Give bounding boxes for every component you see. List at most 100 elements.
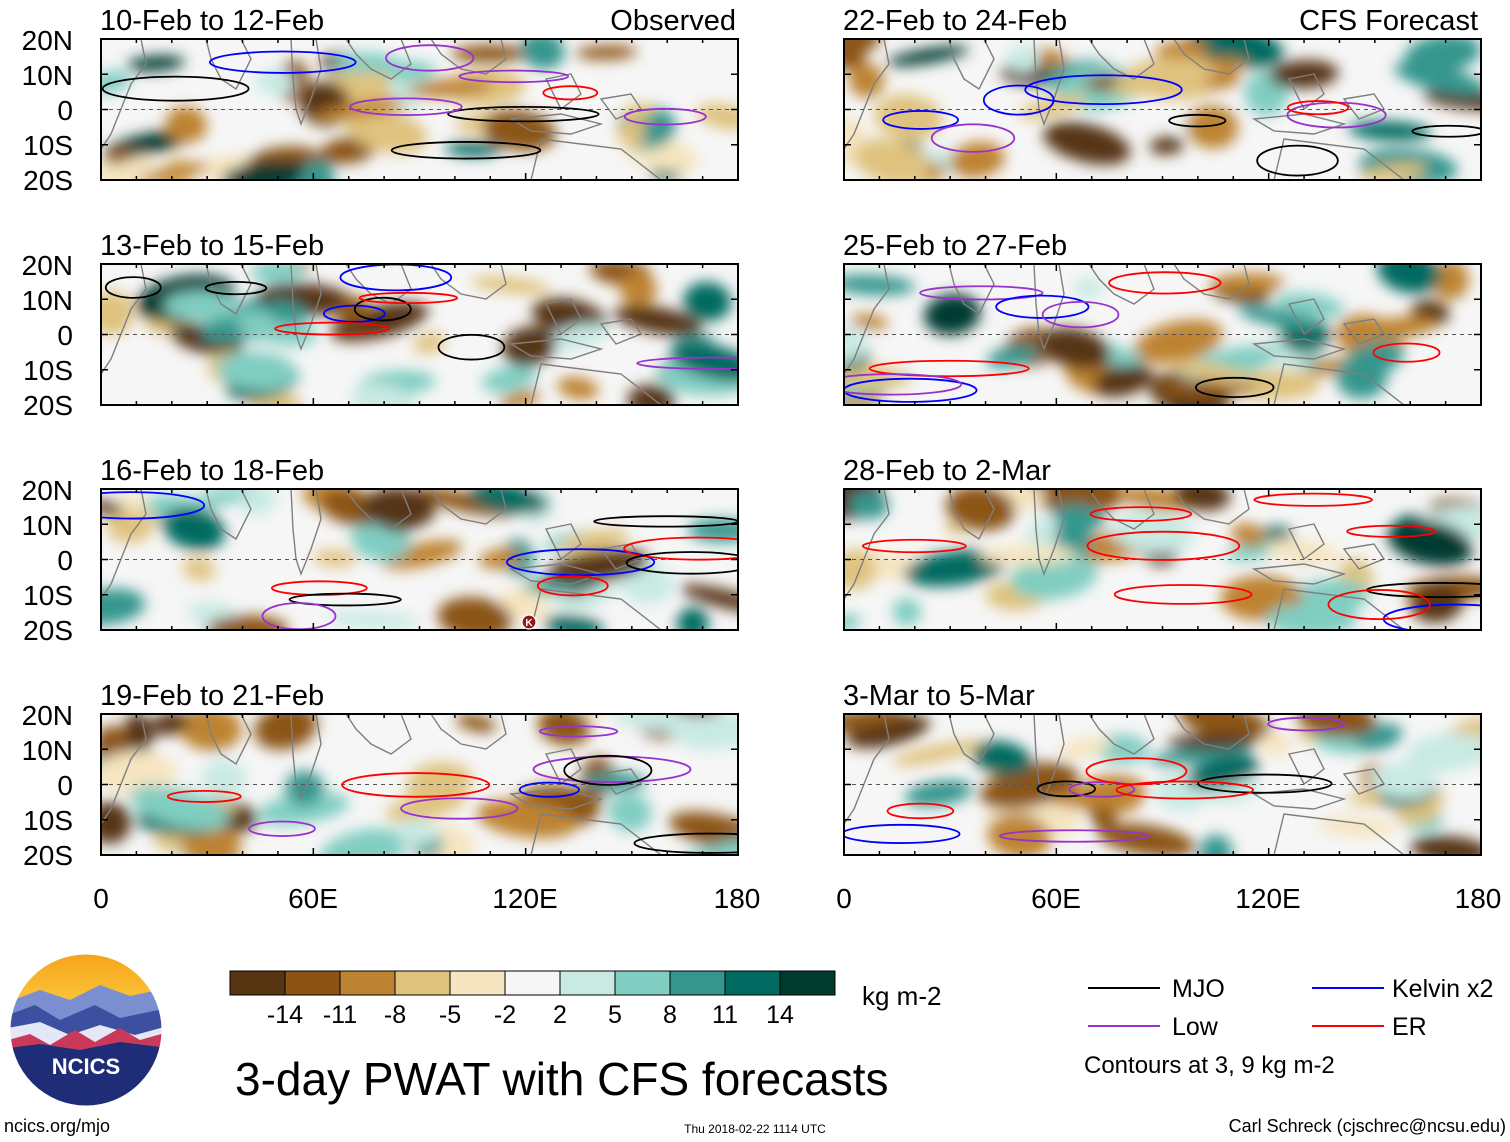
pwat-anomaly-blob: [848, 490, 889, 520]
map-panel: [100, 263, 739, 406]
coastline: [530, 363, 663, 405]
wave-contour: [1327, 589, 1431, 621]
wave-contour: [563, 754, 653, 786]
colorbar-tick-label: 14: [766, 1001, 794, 1029]
coastline: [345, 714, 412, 755]
colorbar-unit: kg m-2: [862, 981, 941, 1011]
storm-marker: K: [521, 614, 537, 630]
panel-date-title: 3-Mar to 5-Mar: [843, 680, 1035, 712]
pwat-anomaly-blob: [129, 785, 229, 831]
pwat-anomaly-blob: [575, 45, 638, 60]
colorbar-swatch: [229, 970, 286, 996]
colorbar-swatch: [669, 970, 726, 996]
pwat-anomaly-blob: [456, 714, 497, 733]
coastline: [290, 264, 322, 352]
pwat-anomaly-blob: [413, 489, 514, 517]
pwat-anomaly-blob: [344, 108, 428, 154]
coastline: [430, 489, 507, 525]
pwat-anomaly-blob: [1024, 489, 1124, 514]
pwat-anomaly-blob: [1093, 363, 1153, 398]
pwat-anomaly-blob: [497, 588, 549, 622]
map-panel: [843, 38, 1482, 181]
pwat-anomaly-blob: [520, 39, 565, 70]
pwat-anomaly-blob: [1405, 732, 1481, 772]
coastline: [844, 39, 890, 151]
pwat-anomaly-blob: [162, 507, 226, 551]
wave-contour: [1256, 144, 1339, 177]
lon-label: 120E: [492, 883, 557, 914]
coastline: [1251, 788, 1347, 810]
wave-contour: [1411, 124, 1481, 138]
coastline: [1251, 563, 1347, 585]
colorbar-tick-label: -11: [323, 1001, 357, 1029]
pwat-anomaly-blob: [101, 751, 177, 795]
pwat-anomaly-blob: [1297, 714, 1376, 738]
pwat-anomaly-blob: [1080, 774, 1147, 810]
coastline: [1251, 113, 1347, 135]
pwat-anomaly-blob: [1431, 264, 1469, 301]
pwat-anomaly-blob: [972, 740, 1032, 776]
wave-contour: [1085, 757, 1188, 786]
panel-date-title: 22-Feb to 24-Feb: [843, 5, 1067, 37]
wave-contour: [844, 377, 978, 403]
pwat-anomaly-blob: [613, 305, 703, 336]
pwat-anomaly-blob: [221, 161, 319, 180]
lat-label: 20N: [22, 25, 73, 56]
coastline: [1287, 298, 1325, 336]
colorbar-swatch: [339, 970, 396, 996]
wave-contour: [506, 548, 656, 577]
figure-title: 3-day PWAT with CFS forecasts: [235, 1053, 889, 1105]
map-panel: [100, 488, 739, 631]
pwat-anomaly-blob: [612, 714, 698, 732]
pwat-anomaly-blob: [179, 714, 242, 751]
colorbar-tick-label: 8: [663, 1001, 677, 1029]
wave-contour: [1346, 524, 1437, 538]
wave-contour: [1195, 376, 1275, 399]
coastline: [844, 714, 890, 826]
pwat-anomaly-blob: [413, 332, 446, 354]
wave-contour: [868, 359, 1030, 378]
wave-contour: [844, 823, 961, 844]
pwat-anomaly-blob: [886, 45, 969, 67]
pwat-anomaly-blob: [542, 323, 610, 352]
coastline: [1033, 489, 1065, 577]
pwat-anomaly-blob: [101, 801, 131, 844]
pwat-anomaly-blob: [313, 549, 357, 567]
pwat-anomaly-blob: [844, 50, 867, 70]
pwat-anomaly-blob: [1387, 519, 1473, 566]
wave-contour: [636, 356, 738, 370]
wave-contour: [998, 829, 1150, 843]
pwat-anomaly-blob: [1269, 60, 1339, 89]
coastline: [948, 714, 995, 766]
pwat-anomaly-blob: [395, 818, 439, 846]
pwat-anomaly-blob: [300, 159, 335, 180]
pwat-anomaly-blob: [696, 103, 738, 130]
pwat-anomaly-blob: [1210, 273, 1285, 294]
colorbar-tick-label: 5: [608, 1001, 622, 1029]
wave-contour: [542, 85, 599, 101]
pwat-anomaly-blob: [326, 611, 421, 629]
colorbar-tick-label: -2: [494, 1001, 516, 1029]
map-panel: [100, 713, 739, 856]
coastline: [1273, 813, 1406, 855]
footer-author: Carl Schreck (cjschrec@ncsu.edu): [1229, 1116, 1506, 1136]
wave-contour: [995, 294, 1090, 319]
coastline: [508, 113, 604, 135]
lat-label: 10N: [22, 735, 73, 766]
wave-contour: [1089, 506, 1193, 522]
coastline: [1287, 523, 1325, 561]
coastline: [544, 298, 582, 336]
coastline: [948, 264, 995, 316]
legend: MJO Kelvin x2 Low ER Contours at 3, 9 kg…: [1084, 975, 1493, 1079]
pwat-anomaly-blob: [853, 138, 930, 180]
wave-contour: [882, 110, 959, 130]
pwat-anomaly-blob: [1317, 816, 1395, 837]
pwat-anomaly-blob: [385, 788, 466, 823]
pwat-anomaly-blob: [670, 342, 738, 382]
pwat-anomaly-blob: [255, 69, 296, 95]
pwat-anomaly-blob: [451, 44, 527, 63]
wave-contour: [623, 107, 707, 126]
legend-label-mjo: MJO: [1172, 975, 1225, 1003]
pwat-anomaly-blob: [607, 792, 652, 832]
